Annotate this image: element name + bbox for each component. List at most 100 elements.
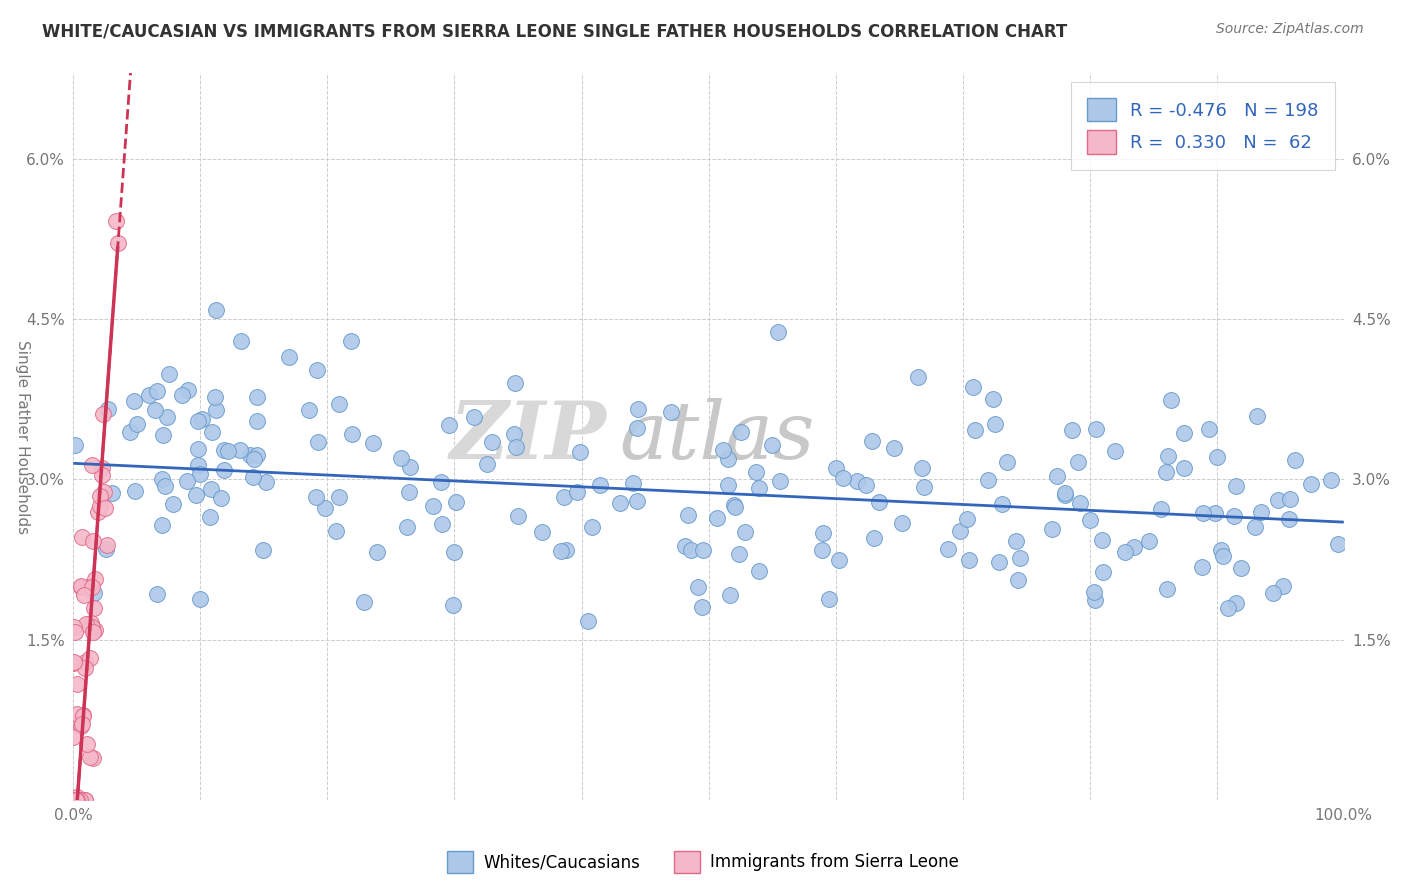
Point: [1104, 444, 1126, 458]
Point: [1279, 492, 1302, 507]
Point: [76, 737, 98, 751]
Point: [883, 441, 905, 455]
Point: [328, 491, 350, 505]
Point: [62, 793, 84, 807]
Point: [855, 477, 877, 491]
Point: [1301, 476, 1323, 491]
Point: [399, 459, 422, 474]
Point: [70, 716, 93, 731]
Point: [949, 524, 972, 538]
Point: [1008, 550, 1031, 565]
Point: [157, 368, 180, 382]
Point: [981, 392, 1004, 406]
Point: [1230, 560, 1253, 574]
Point: [246, 390, 269, 404]
Point: [1154, 465, 1177, 479]
Point: [891, 516, 914, 530]
Point: [1244, 520, 1267, 534]
Point: [581, 520, 603, 534]
Point: [1084, 593, 1107, 607]
Point: [305, 490, 328, 504]
Point: [79, 750, 101, 764]
Point: [430, 516, 453, 531]
Point: [340, 334, 363, 349]
Point: [191, 412, 214, 426]
Point: [63, 793, 86, 807]
Point: [72, 708, 94, 723]
Point: [69, 793, 91, 807]
Point: [73, 588, 96, 602]
Point: [956, 512, 979, 526]
Point: [63, 793, 86, 807]
Point: [65, 793, 87, 807]
Point: [184, 487, 207, 501]
Point: [101, 486, 124, 500]
Point: [1114, 545, 1136, 559]
Point: [1267, 492, 1289, 507]
Point: [1223, 508, 1246, 523]
Point: [187, 414, 209, 428]
Point: [89, 489, 111, 503]
Point: [437, 417, 460, 432]
Point: [1204, 506, 1226, 520]
Point: [82, 533, 104, 548]
Point: [228, 443, 250, 458]
Point: [361, 436, 384, 450]
Point: [718, 588, 741, 602]
Point: [1007, 574, 1029, 588]
Point: [1225, 596, 1247, 610]
Point: [97, 401, 120, 416]
Point: [550, 543, 572, 558]
Point: [63, 716, 86, 731]
Point: [307, 362, 329, 376]
Point: [422, 500, 444, 514]
Point: [430, 475, 453, 490]
Point: [246, 414, 269, 428]
Point: [62, 793, 84, 807]
Point: [83, 586, 105, 600]
Point: [1083, 584, 1105, 599]
Point: [124, 484, 146, 499]
Point: [1192, 506, 1215, 520]
Point: [565, 484, 588, 499]
Point: [209, 491, 232, 506]
Point: [977, 473, 1000, 487]
Point: [1091, 566, 1114, 580]
Point: [90, 468, 112, 483]
Point: [1216, 600, 1239, 615]
Point: [198, 509, 221, 524]
Point: [80, 620, 103, 634]
Text: WHITE/CAUCASIAN VS IMMIGRANTS FROM SIERRA LEONE SINGLE FATHER HOUSEHOLDS CORRELA: WHITE/CAUCASIAN VS IMMIGRANTS FROM SIERR…: [42, 22, 1067, 40]
Point: [659, 405, 682, 419]
Point: [70, 580, 93, 594]
Point: [395, 520, 418, 534]
Point: [1198, 422, 1220, 436]
Point: [325, 524, 347, 539]
Point: [1206, 450, 1229, 465]
Point: [1069, 496, 1091, 510]
Point: [531, 525, 554, 540]
Point: [1066, 455, 1088, 469]
Point: [481, 434, 503, 449]
Point: [936, 542, 959, 557]
Point: [692, 543, 714, 558]
Point: [298, 403, 321, 417]
Point: [94, 501, 117, 516]
Point: [1173, 460, 1195, 475]
Point: [69, 579, 91, 593]
Point: [87, 505, 110, 519]
Point: [138, 388, 160, 402]
Point: [768, 325, 790, 339]
Point: [907, 370, 929, 384]
Point: [1327, 536, 1350, 550]
Point: [204, 390, 226, 404]
Point: [239, 448, 262, 462]
Point: [825, 461, 848, 475]
Point: [252, 542, 274, 557]
Point: [63, 625, 86, 640]
Point: [62, 793, 84, 807]
Point: [90, 461, 112, 475]
Point: [706, 511, 728, 525]
Point: [627, 401, 650, 416]
Point: [66, 676, 89, 690]
